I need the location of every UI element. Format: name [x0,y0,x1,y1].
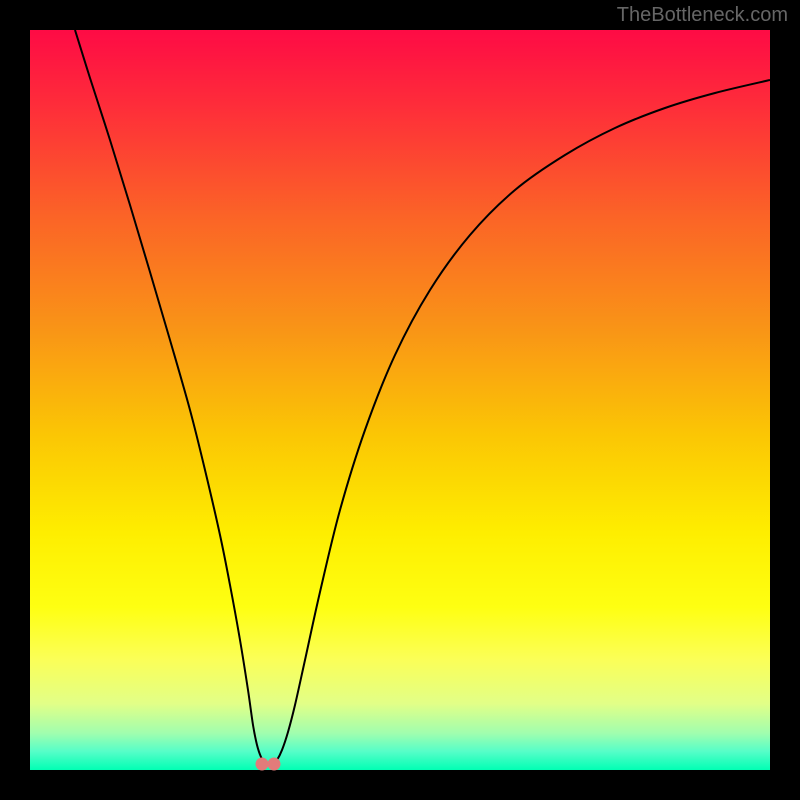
watermark-text: TheBottleneck.com [617,4,788,27]
chart-frame [30,30,770,770]
curve-marker-1 [268,758,281,771]
bottleneck-curve [30,30,770,770]
